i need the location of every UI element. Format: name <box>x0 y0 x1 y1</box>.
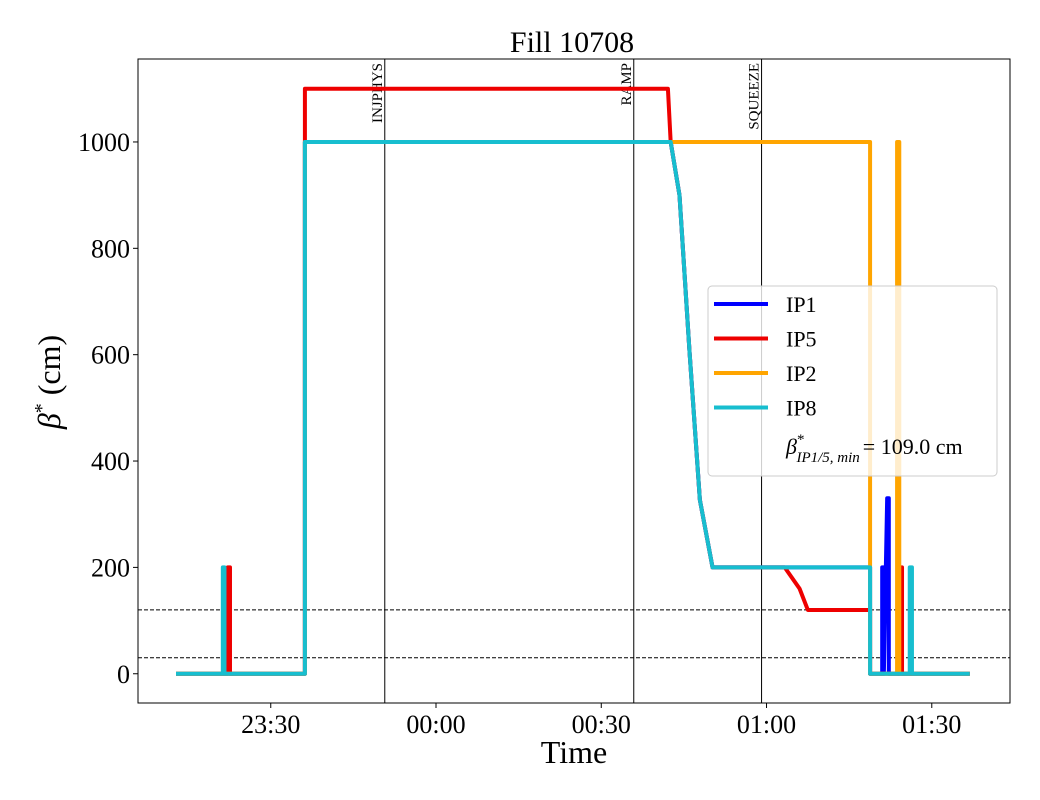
y-tick-label: 200 <box>91 553 130 582</box>
x-axis-label: Time <box>541 734 607 770</box>
note-value: = 109.0 cm <box>863 434 963 459</box>
chart-title: Fill 10708 <box>510 26 634 59</box>
y-label-unit: (cm) <box>31 335 67 403</box>
note-sup: * <box>797 432 805 448</box>
legend-label: IP2 <box>786 361 817 386</box>
note-symbol: β <box>785 434 797 459</box>
y-tick-label: 800 <box>91 234 130 263</box>
event-label: RAMP <box>619 63 635 106</box>
y-label-symbol: β <box>31 413 67 430</box>
legend-label: IP5 <box>786 327 817 352</box>
y-axis-label: β* (cm) <box>31 335 67 430</box>
x-tick-label: 00:00 <box>406 710 465 739</box>
y-tick-label: 600 <box>91 341 130 370</box>
legend-box <box>707 285 998 477</box>
legend-note: β* IP1/5, min = 109.0 cm <box>785 432 963 466</box>
y-axis-label-text: β* (cm) <box>31 335 67 430</box>
x-tick-label: 01:30 <box>902 710 961 739</box>
legend: IP1 IP5 IP2 IP8 β* IP1/5, min = 109.0 cm <box>707 285 998 477</box>
y-label-sup: * <box>31 403 53 413</box>
plot-frame <box>137 58 1011 704</box>
y-tick-label: 0 <box>117 660 130 689</box>
x-tick-label: 00:30 <box>572 710 631 739</box>
legend-label: IP1 <box>786 292 817 317</box>
series-line <box>176 139 970 676</box>
note-sub: IP1/5, min <box>795 450 859 466</box>
legend-label: IP8 <box>786 396 817 421</box>
y-tick-label: 1000 <box>78 128 130 157</box>
x-tick-label: 01:00 <box>737 710 796 739</box>
event-label: SQUEEZE <box>747 63 763 130</box>
x-tick-label: 23:30 <box>241 710 300 739</box>
event-label: INJPHYS <box>370 63 386 123</box>
y-tick-label: 400 <box>91 447 130 476</box>
